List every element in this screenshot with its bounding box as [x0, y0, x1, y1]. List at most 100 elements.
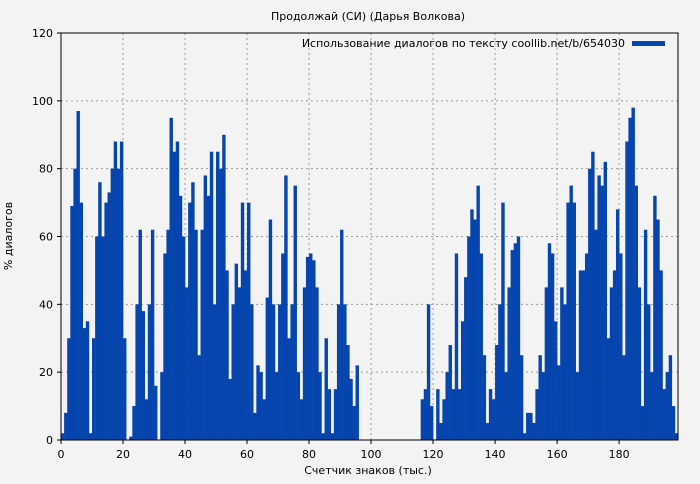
bar	[510, 250, 514, 440]
bar	[209, 151, 214, 441]
bar	[674, 433, 679, 440]
bar	[327, 389, 332, 440]
bar	[557, 365, 561, 440]
bar	[116, 168, 121, 440]
bar	[485, 423, 490, 440]
bar	[622, 355, 626, 440]
bar	[569, 185, 573, 440]
bar	[92, 338, 96, 440]
bar	[299, 399, 304, 440]
bar	[467, 236, 471, 440]
bar	[169, 117, 173, 441]
bar	[600, 185, 604, 440]
bar	[247, 202, 251, 440]
bar	[495, 345, 499, 440]
bar	[476, 185, 480, 440]
bar	[188, 202, 192, 440]
bar	[107, 192, 111, 440]
bar	[643, 229, 648, 440]
y-tick-label: 20	[39, 366, 53, 379]
bar	[454, 253, 459, 440]
bar	[653, 195, 657, 440]
bar	[305, 256, 310, 440]
bar	[104, 202, 108, 440]
y-tick-label: 120	[32, 27, 53, 40]
bar	[535, 389, 539, 440]
bar	[470, 209, 474, 440]
bar	[172, 151, 177, 441]
bar	[302, 287, 307, 440]
bar	[144, 399, 149, 440]
bar	[194, 229, 198, 440]
bar	[355, 365, 359, 440]
legend: Использование диалогов по тексту coollib…	[302, 37, 665, 50]
bar	[141, 311, 146, 440]
bar	[287, 338, 291, 440]
bar	[290, 304, 294, 440]
bar	[507, 287, 511, 440]
bar	[560, 287, 564, 440]
bar	[436, 389, 440, 440]
bar	[318, 372, 322, 440]
bar	[491, 399, 496, 440]
bar	[160, 372, 164, 440]
ticks: 0 20 40 60 80 100 120 140 160 180 0 20 40 60 80 100 120	[32, 27, 630, 461]
bar	[250, 304, 254, 440]
bar	[640, 406, 645, 440]
bar	[119, 141, 124, 441]
bar	[333, 389, 338, 440]
bar	[628, 117, 632, 441]
bar	[646, 304, 651, 440]
bar	[336, 304, 341, 440]
x-tick-label: 120	[423, 448, 444, 461]
bar	[76, 111, 80, 440]
bar	[191, 182, 195, 440]
bar	[225, 270, 229, 440]
bar	[284, 175, 288, 440]
bar	[231, 304, 235, 440]
bar	[603, 161, 607, 440]
y-tick-label: 100	[32, 95, 53, 108]
bar	[526, 412, 530, 440]
bar	[309, 253, 313, 440]
bar	[138, 229, 142, 440]
bar	[321, 433, 325, 440]
bar	[216, 151, 220, 441]
bar	[349, 378, 353, 440]
x-tick-label: 40	[178, 448, 192, 461]
bar	[457, 389, 462, 440]
bar	[101, 236, 105, 440]
bar	[445, 372, 449, 440]
bar	[79, 202, 84, 440]
bar	[206, 195, 211, 440]
bar	[278, 304, 282, 440]
bar	[519, 355, 524, 440]
bar	[234, 263, 239, 440]
bar	[88, 433, 93, 440]
bar	[662, 389, 666, 440]
bar	[448, 345, 452, 440]
bar	[532, 423, 536, 440]
bar	[423, 389, 428, 440]
x-tick-label: 140	[485, 448, 506, 461]
bar	[591, 151, 595, 441]
bar	[588, 168, 592, 440]
bar	[575, 372, 580, 440]
x-tick-label: 0	[58, 448, 65, 461]
bar	[594, 229, 598, 440]
x-tick-label: 160	[547, 448, 568, 461]
bar	[228, 378, 232, 440]
bar	[222, 134, 226, 440]
bar	[330, 433, 335, 440]
bar	[460, 321, 465, 440]
bar	[451, 389, 456, 440]
bar	[256, 365, 260, 440]
bar	[129, 436, 133, 440]
bar	[581, 270, 586, 440]
bar	[340, 229, 344, 440]
bar	[464, 277, 468, 440]
bar	[650, 372, 654, 440]
bar	[200, 229, 204, 440]
